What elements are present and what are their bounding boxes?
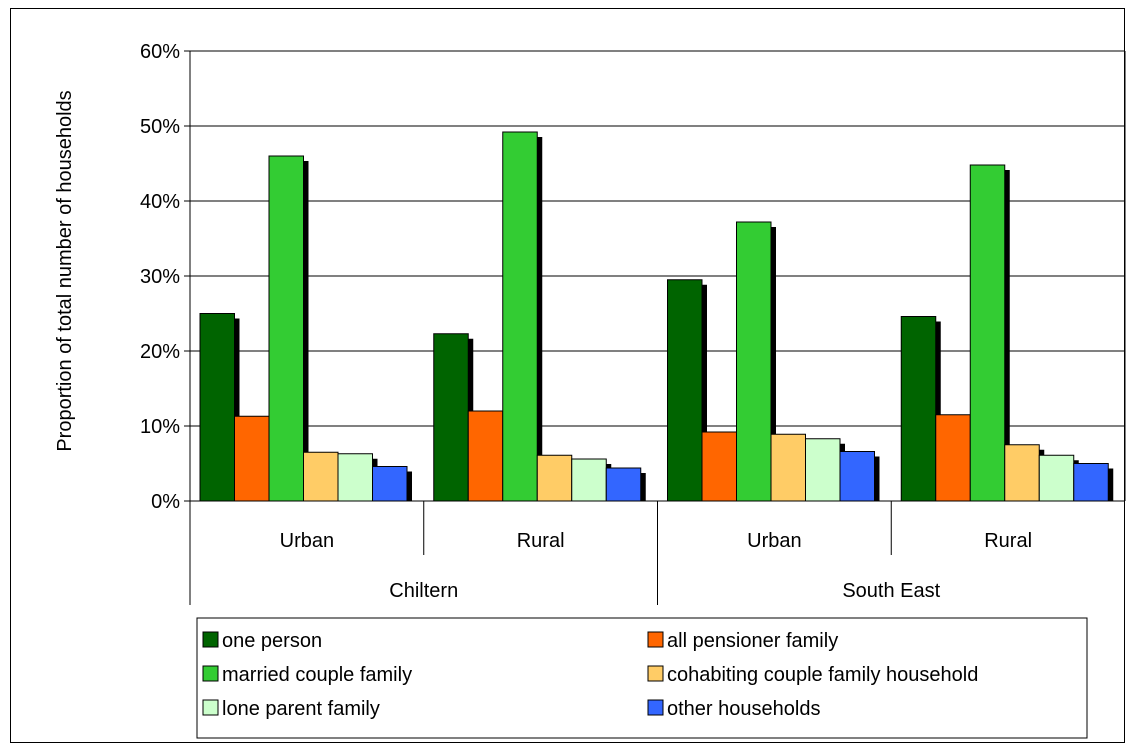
bar [1004,444,1040,502]
legend-swatch [202,665,219,682]
bar [372,466,408,502]
x-group-label: South East [842,580,940,602]
bar [337,453,373,502]
bar [1073,463,1109,502]
legend-swatch [202,699,219,716]
bar [935,414,971,502]
bar [502,131,538,502]
x-category-label: Urban [280,530,334,552]
legend-label: lone parent family [222,698,380,720]
bar [969,164,1006,502]
legend-label: one person [222,630,322,652]
legend-swatch [647,665,664,682]
legend-swatch [202,631,219,648]
legend-swatch [647,699,664,716]
y-tick-label: 50% [140,116,180,138]
y-tick-label: 20% [140,341,180,363]
x-group-label: Chiltern [389,580,458,602]
bar [268,155,304,502]
bar [199,313,235,502]
bar [839,451,875,502]
legend-label: cohabiting couple family household [667,664,978,686]
bar [770,433,806,502]
y-axis-label: Proportion of total number of households [54,90,76,451]
legend-label: married couple family [222,664,412,686]
x-category-label: Rural [984,530,1032,552]
bar [605,467,642,502]
y-tick-label: 60% [140,41,180,63]
legend-swatch [647,631,664,648]
bar [667,279,703,502]
x-category-label: Urban [747,530,801,552]
y-tick-label: 30% [140,266,180,288]
bar [536,454,573,502]
bar [571,458,607,502]
bar [234,415,270,502]
bar [900,316,937,502]
bar [303,451,339,502]
y-tick-label: 10% [140,416,180,438]
x-category-label: Rural [517,530,565,552]
y-tick-label: 40% [140,191,180,213]
legend-label: other households [667,698,820,720]
bar [805,438,841,502]
bar [736,221,772,502]
bar [701,431,737,502]
legend-label: all pensioner family [667,630,838,652]
bar [467,410,504,502]
y-tick-label: 0% [151,491,180,513]
bar [1038,454,1075,502]
legend-box [196,617,1088,739]
bar [433,333,469,502]
